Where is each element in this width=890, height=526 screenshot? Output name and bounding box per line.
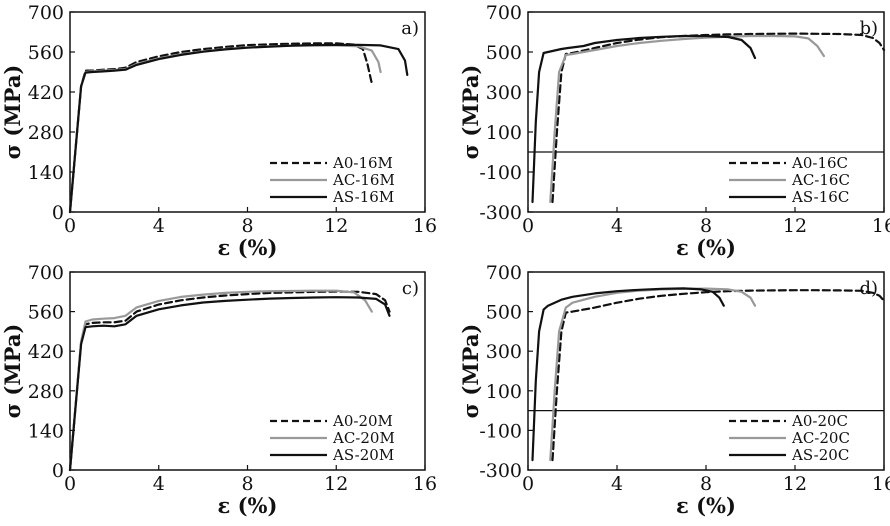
panel-a-ytick-label: 280: [28, 122, 64, 144]
panel-b-xtick-label: 8: [700, 215, 712, 237]
panel-c: 0 4 8 12 16 0 140 280 420 560 700 ε (%) σ (MPa) c) A0-…: [0, 262, 437, 518]
panel-a-series-a0-16m: [68, 42, 373, 214]
panel-d-series-as-20c: [531, 287, 725, 462]
panel-a-legend-label: AC-16M: [332, 171, 395, 189]
panel-b-ytick-label: 300: [486, 82, 522, 104]
panel-a-y-axis-label: σ (MPa): [0, 65, 25, 160]
panel-d-ytick-label: 100: [486, 381, 522, 403]
panel-a-xtick-label: 12: [324, 215, 348, 237]
panel-c-xtick-label: 16: [413, 473, 437, 495]
panel-d-xtick-label: 4: [611, 473, 623, 495]
panel-a-ytick-label: 560: [28, 42, 64, 64]
panel-a-xtick-label: 8: [241, 215, 253, 237]
panel-b-ytick-label: 700: [486, 2, 522, 24]
panel-b-series-as-16c: [531, 34, 757, 204]
panel-d-series-ac-20c: [549, 287, 757, 462]
panel-c-legend-label: A0-20M: [332, 412, 393, 430]
panel-c-xtick-label: 12: [324, 473, 348, 495]
panel-a-ytick-label: 700: [28, 2, 64, 24]
panel-b: 0 4 8 12 16 -300 -100 100 300 500 700 ε (%) σ (MPa) b…: [458, 2, 890, 260]
panel-d-legend-label: AC-20C: [791, 429, 850, 447]
panel-c-x-axis-label: ε (%): [218, 493, 278, 518]
panel-d-ytick-label: 500: [486, 302, 522, 324]
panel-d-xtick-label: 16: [872, 473, 890, 495]
panel-d-series-a0-20c: [551, 289, 886, 462]
panel-b-ytick-label: 100: [486, 122, 522, 144]
panel-d-legend-label: A0-20C: [791, 412, 848, 430]
panel-c-xtick-label: 4: [153, 473, 165, 495]
panel-c-ytick-label: 140: [28, 420, 64, 442]
panel-c-y-axis-label: σ (MPa): [0, 324, 25, 419]
panel-b-legend-label: AS-16C: [791, 188, 849, 206]
panel-c-ytick-label: 560: [28, 302, 64, 324]
panel-a-ytick-label: 140: [28, 162, 64, 184]
panel-d-ytick-label: 300: [486, 341, 522, 363]
panel-b-legend-label: A0-16C: [791, 154, 848, 172]
panel-c-series-ac-20m: [68, 289, 373, 472]
panel-b-series-ac-16c: [549, 34, 825, 204]
panel-b-xtick-label: 12: [783, 215, 807, 237]
panel-a-ytick-label: 0: [52, 202, 64, 224]
panel-b-xtick-label: 16: [872, 215, 890, 237]
panel-a-legend-label: A0-16M: [332, 154, 393, 172]
panel-b-panel-label: b): [859, 18, 878, 39]
panel-c-ytick-label: 420: [28, 341, 64, 363]
panel-d-xtick-label: 8: [700, 473, 712, 495]
panel-b-ytick-label: -100: [479, 162, 522, 184]
panel-a: 0 4 8 12 16 0 140 280 420 560 700 ε (%) σ (MPa) a) A0-…: [0, 2, 437, 260]
panel-b-xtick-label: 4: [611, 215, 623, 237]
panel-a-xtick-label: 4: [153, 215, 165, 237]
panel-a-legend-label: AS-16M: [332, 188, 394, 206]
panel-a-panel-label: a): [401, 18, 419, 39]
panel-b-y-axis-label: σ (MPa): [458, 65, 483, 160]
panel-d-x-axis-label: ε (%): [676, 493, 736, 518]
panel-b-x-axis-label: ε (%): [676, 235, 736, 260]
panel-c-ytick-label: 700: [28, 262, 64, 284]
panel-a-xtick-label: 16: [413, 215, 437, 237]
panel-d-xtick-label: 12: [783, 473, 807, 495]
panel-a-x-axis-label: ε (%): [218, 235, 278, 260]
panel-c-legend-label: AC-20M: [332, 429, 395, 447]
panel-d-ytick-label: -100: [479, 420, 522, 442]
panel-c-ytick-label: 0: [52, 460, 64, 482]
panel-d-xtick-label: 0: [522, 473, 534, 495]
panel-d-ytick-label: -300: [479, 460, 522, 482]
panel-a-series-as-16m: [68, 43, 409, 214]
panel-b-ytick-label: -300: [479, 202, 522, 224]
panel-d-ytick-label: 700: [486, 262, 522, 284]
panel-d-panel-label: d): [859, 278, 878, 299]
panel-c-xtick-label: 8: [241, 473, 253, 495]
panel-b-xtick-label: 0: [522, 215, 534, 237]
panel-d-legend-label: AS-20C: [791, 446, 849, 464]
panel-a-xtick-label: 0: [64, 215, 76, 237]
panel-c-ytick-label: 280: [28, 381, 64, 403]
panel-d: 0 4 8 12 16 -300 -100 100 300 500 700 ε (%) σ (MPa) d…: [458, 262, 890, 518]
panel-d-y-axis-label: σ (MPa): [458, 324, 483, 419]
panel-b-ytick-label: 500: [486, 42, 522, 64]
panel-c-panel-label: c): [402, 278, 419, 299]
panel-c-xtick-label: 0: [64, 473, 76, 495]
panel-b-legend-label: AC-16C: [791, 171, 850, 189]
panel-c-series-as-20m: [68, 296, 391, 472]
panel-c-legend-label: AS-20M: [332, 446, 394, 464]
panel-a-ytick-label: 420: [28, 82, 64, 104]
